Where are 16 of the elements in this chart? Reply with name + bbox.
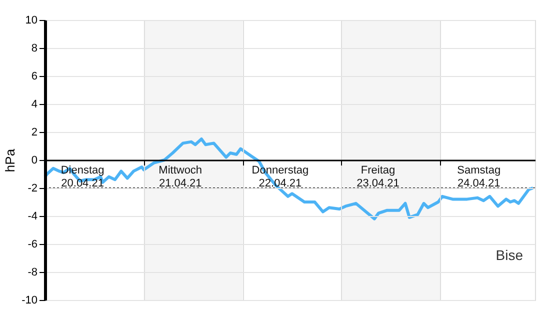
y-tick-label: -10 [22, 294, 38, 306]
annotation: Bise [496, 247, 524, 263]
y-axis-title: hPa [2, 148, 18, 172]
y-tick-label: 10 [25, 14, 38, 26]
y-tick-label: 2 [31, 126, 38, 138]
y-tick-label: -4 [28, 210, 38, 222]
y-tick-label: 4 [31, 98, 38, 110]
y-tick-label: -8 [28, 266, 38, 278]
y-tick-label: 0 [31, 154, 38, 166]
x-tick-label: Mittwoch 21.04.21 [158, 164, 202, 190]
y-tick-label: 6 [31, 70, 38, 82]
x-tick-label: Samstag 24.04.21 [457, 164, 501, 190]
x-tick-label: Freitag 23.04.21 [356, 164, 400, 190]
y-tick-label: -6 [28, 238, 38, 250]
y-tick-label: 8 [31, 42, 38, 54]
y-tick-label: -2 [28, 182, 38, 194]
